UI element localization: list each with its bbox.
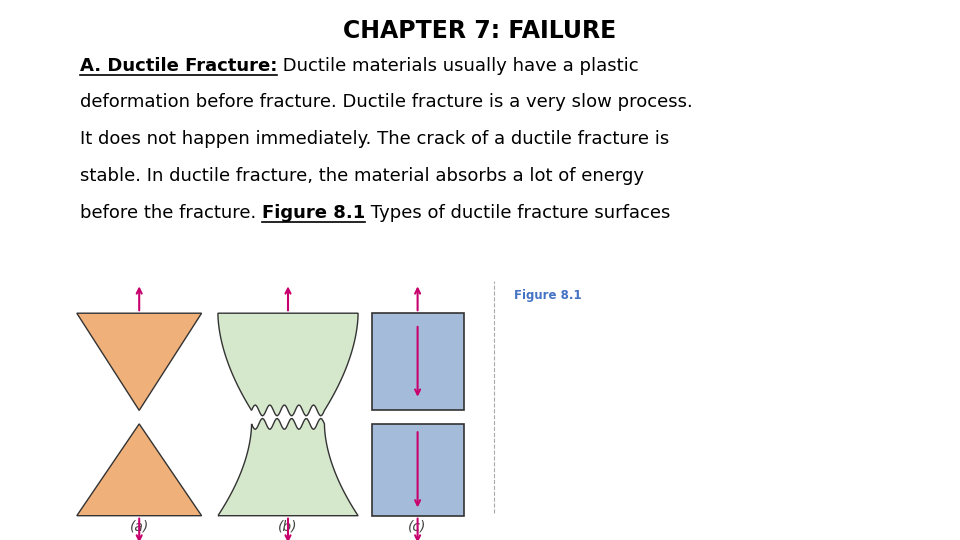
- Text: (b): (b): [278, 519, 298, 534]
- Text: Figure 8.1: Figure 8.1: [262, 204, 365, 221]
- Text: Types of ductile fracture surfaces: Types of ductile fracture surfaces: [365, 204, 670, 221]
- Text: Ductile materials usually have a plastic: Ductile materials usually have a plastic: [277, 57, 638, 75]
- Text: stable. In ductile fracture, the material absorbs a lot of energy: stable. In ductile fracture, the materia…: [80, 167, 644, 185]
- Text: It does not happen immediately. The crack of a ductile fracture is: It does not happen immediately. The crac…: [80, 130, 669, 148]
- Text: before the fracture.: before the fracture.: [80, 204, 262, 221]
- Text: CHAPTER 7: FAILURE: CHAPTER 7: FAILURE: [344, 19, 616, 43]
- Bar: [372, 313, 464, 410]
- Bar: [372, 424, 464, 516]
- Polygon shape: [218, 313, 358, 416]
- Text: A. Ductile Fracture:: A. Ductile Fracture:: [80, 57, 277, 75]
- Polygon shape: [218, 418, 358, 516]
- Text: (a): (a): [130, 519, 149, 534]
- Text: deformation before fracture. Ductile fracture is a very slow process.: deformation before fracture. Ductile fra…: [80, 93, 692, 111]
- Polygon shape: [77, 313, 202, 410]
- Text: Figure 8.1: Figure 8.1: [514, 289, 581, 302]
- Polygon shape: [77, 424, 202, 516]
- Text: (c): (c): [408, 519, 427, 534]
